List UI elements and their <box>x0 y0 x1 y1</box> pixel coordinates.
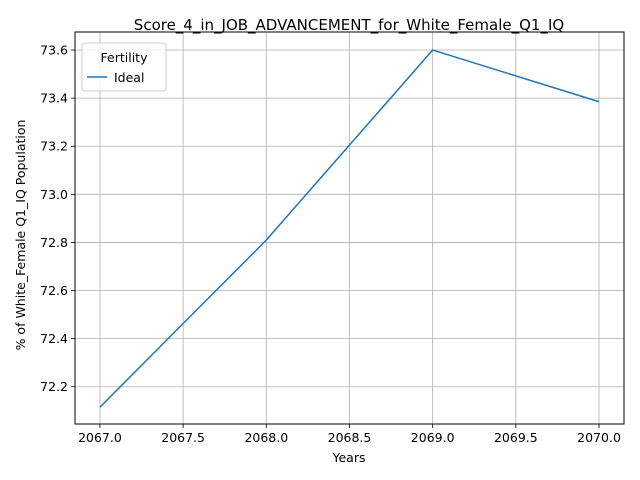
x-tick-label: 2069.5 <box>494 430 538 445</box>
series-layer <box>99 49 600 408</box>
x-tick-label: 2067.0 <box>78 430 122 445</box>
legend-title: Fertility <box>101 50 149 65</box>
x-axis-title: Years <box>332 450 366 465</box>
x-tick-label: 2068.0 <box>244 430 288 445</box>
x-tick-label: 2069.0 <box>411 430 455 445</box>
y-tick-label: 73.0 <box>40 187 68 202</box>
y-tick-label: 72.4 <box>40 331 68 346</box>
x-axis-ticks: 2067.0 2067.5 2068.0 2068.5 2069.0 2069.5 2070… <box>78 424 621 445</box>
y-tick-label: 72.8 <box>40 235 68 250</box>
grid <box>75 32 624 424</box>
x-tick-label: 2067.5 <box>161 430 205 445</box>
legend: Fertility Ideal <box>81 42 167 92</box>
y-tick-label: 72.2 <box>40 379 68 394</box>
y-axis-ticks: 72.2 72.4 72.6 72.8 73.0 73.2 73.4 73.6 <box>40 43 75 394</box>
legend-label-ideal: Ideal <box>114 70 144 85</box>
y-tick-label: 73.6 <box>40 43 68 58</box>
y-tick-label: 73.4 <box>40 91 68 106</box>
y-tick-label: 73.2 <box>40 139 68 154</box>
series-line-ideal <box>99 49 600 408</box>
x-tick-label: 2068.5 <box>328 430 372 445</box>
x-tick-label: 2070.0 <box>577 430 621 445</box>
y-tick-label: 72.6 <box>40 283 68 298</box>
chart-title: Score_4_in_JOB_ADVANCEMENT_for_White_Fem… <box>134 16 564 35</box>
legend-box <box>81 42 167 92</box>
y-axis-title: % of White_Female Q1_IQ Population <box>13 120 28 351</box>
